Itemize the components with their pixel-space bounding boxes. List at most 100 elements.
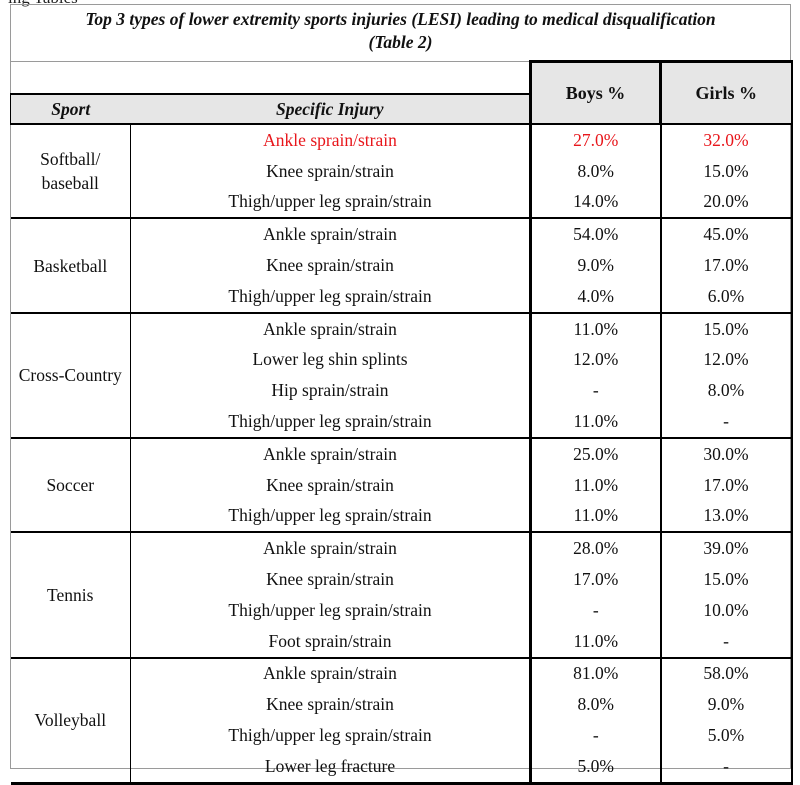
table-row: Thigh/upper leg sprain/strain 4.0% 6.0% [11,280,793,314]
title-line-2: (Table 2) [368,32,433,52]
injury-cell: Ankle sprain/strain [263,538,397,559]
header-injury: Specific Injury [130,93,531,125]
boys-value-cell: 54.0% [529,218,661,251]
sport-cell: Soccer [10,437,131,534]
header-sport: Sport [10,93,131,125]
table-title: Top 3 types of lower extremity sports in… [10,8,791,54]
table-row: Thigh/upper leg sprain/strain 11.0% 13.0% [11,500,793,534]
table-row: Lower leg shin splints 12.0% 12.0% [11,344,793,376]
boys-value-cell: - [529,375,661,407]
girls-value-cell: 17.0% [659,469,793,501]
girls-value-cell: 45.0% [659,218,793,251]
injury-cell: Ankle sprain/strain [263,443,397,464]
injury-cell: Ankle sprain/strain [263,129,397,150]
girls-value-cell: 6.0% [659,280,793,314]
boys-value-cell: 11.0% [529,312,661,345]
injury-cell: Knee sprain/strain [266,255,394,276]
sport-cell: Tennis [10,532,131,659]
title-line-1: Top 3 types of lower extremity sports in… [85,9,716,29]
boys-value-cell: 81.0% [529,657,661,690]
girls-value-cell: 15.0% [659,155,793,187]
girls-value-cell: 58.0% [659,657,793,690]
sport-cell: Basketball [10,218,131,314]
boys-value-cell: 11.0% [529,469,661,501]
boys-value-cell: 11.0% [529,625,661,659]
girls-value-cell: 30.0% [659,437,793,470]
injury-cell: Ankle sprain/strain [263,318,397,339]
table-row: Knee sprain/strain 8.0% 9.0% [11,689,793,721]
girls-value-cell: 17.0% [659,250,793,281]
table-row: Knee sprain/strain 9.0% 17.0% [11,250,793,281]
table-row: Soccer Ankle sprain/strain 25.0% 30.0% [10,437,793,534]
girls-value-cell: 15.0% [659,312,793,345]
table-row: Hip sprain/strain -8.0% [11,375,793,407]
boys-value-cell: - [529,720,661,751]
table-row: Foot sprain/strain 11.0% - [11,625,793,659]
boys-value-cell: 17.0% [529,564,661,595]
boys-value-cell: 11.0% [529,406,661,439]
injury-cell: Knee sprain/strain [266,694,394,715]
injury-cell: Thigh/upper leg sprain/strain [130,280,531,314]
injury-cell: Thigh/upper leg sprain/strain [228,725,432,746]
boys-value-cell: 9.0% [529,250,661,281]
boys-value-cell: 11.0% [529,500,661,534]
girls-value-cell: 39.0% [659,532,793,565]
injury-cell: Thigh/upper leg sprain/strain [130,406,531,439]
injury-cell: Thigh/upper leg sprain/strain [130,500,531,534]
table-row: Thigh/upper leg sprain/strain -10.0% [11,594,793,626]
table-row: Basketball Ankle sprain/strain 54.0% 45.0% [10,218,793,314]
girls-value-cell: - [659,625,793,659]
table-row: Knee sprain/strain 17.0% 15.0% [11,564,793,595]
boys-value-cell: 25.0% [529,437,661,470]
injury-cell: Ankle sprain/strain [263,663,397,684]
table-row: Knee sprain/strain 8.0% 15.0% [11,155,793,187]
sport-cell: Volleyball [10,657,131,785]
boys-value-cell: 5.0% [529,750,661,785]
girls-value-cell: - [659,750,793,785]
boys-value-cell: 12.0% [529,344,661,376]
girls-value-cell: 9.0% [659,689,793,721]
injury-cell: Knee sprain/strain [266,569,394,590]
girls-value-cell: 12.0% [659,344,793,376]
girls-value-cell: 15.0% [659,564,793,595]
injury-cell: Foot sprain/strain [130,625,531,659]
injury-cell: Thigh/upper leg sprain/strain [130,186,531,220]
injury-cell: Knee sprain/strain [266,474,394,495]
table-row: Thigh/upper leg sprain/strain 11.0% - [11,406,793,439]
boys-value-cell: 4.0% [529,280,661,314]
header-boys: Boys % [529,60,662,125]
boys-value-cell: 27.0% [529,124,661,156]
injury-table: Boys % Girls % Sport Specific Injury Sof… [10,60,793,785]
boys-value-cell: 8.0% [529,689,661,721]
table-row: Knee sprain/strain 11.0% 17.0% [11,469,793,501]
injury-cell: Lower leg fracture [130,750,531,785]
girls-value-cell: 20.0% [659,186,793,220]
sport-cell: Softball/ baseball [10,124,131,220]
table-body: Softball/ baseball Ankle sprain/strain 27.… [10,124,793,785]
boys-value-cell: 8.0% [529,155,661,187]
girls-value-cell: 5.0% [659,720,793,751]
girls-value-cell: 10.0% [659,594,793,626]
blank-cell [10,61,131,94]
table-row: Thigh/upper leg sprain/strain 14.0% 20.0% [11,186,793,220]
girls-value-cell: - [659,406,793,439]
injury-cell: Lower leg shin splints [252,349,408,370]
boys-value-cell: 28.0% [529,532,661,565]
boys-value-cell: 14.0% [529,186,661,220]
injury-cell: Knee sprain/strain [266,160,394,181]
injury-cell: Thigh/upper leg sprain/strain [228,599,432,620]
cropped-heading-text: ing Tables [8,0,78,8]
table-row: Cross-Country Ankle sprain/strain 11.0% 15.… [10,312,793,439]
sport-cell: Cross-Country [10,312,131,439]
table-row: Tennis Ankle sprain/strain 28.0% 39.0% [10,532,793,659]
injury-cell: Hip sprain/strain [271,380,389,401]
girls-value-cell: 13.0% [659,500,793,534]
girls-value-cell: 8.0% [659,375,793,407]
girls-value-cell: 32.0% [659,124,793,156]
injury-cell: Ankle sprain/strain [263,224,397,245]
boys-value-cell: - [529,594,661,626]
table-row: Thigh/upper leg sprain/strain -5.0% [11,720,793,751]
blank-cell [130,61,531,94]
table-row: Volleyball Ankle sprain/strain 81.0% 58.0% [10,657,793,785]
table-row: Softball/ baseball Ankle sprain/strain 27.… [10,124,793,220]
